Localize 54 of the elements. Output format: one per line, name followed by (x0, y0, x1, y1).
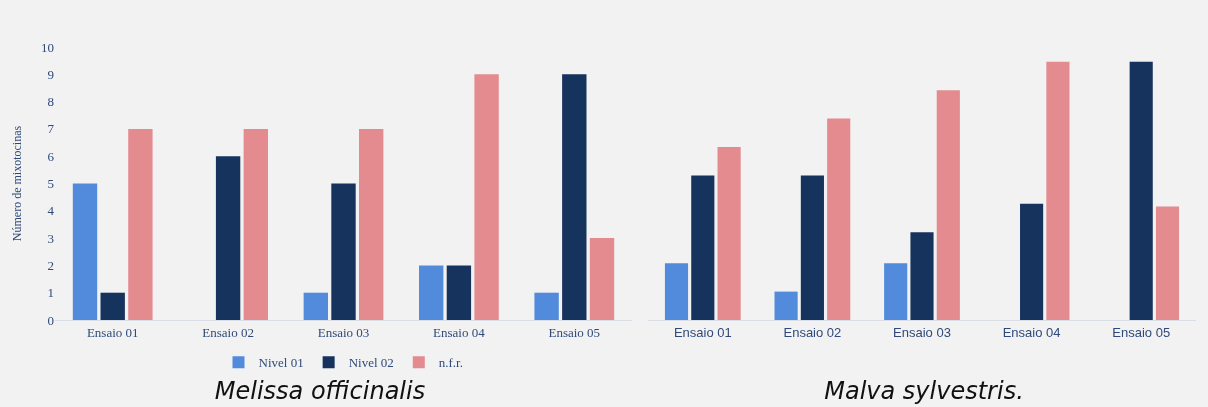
y-tick-label: 0 (47, 312, 54, 328)
y-tick-label: 4 (47, 203, 55, 219)
legend-label: n.f.r. (438, 355, 463, 371)
x-tick-label: Ensaio 04 (433, 324, 486, 340)
y-axis-title: Número de mixotocinas (10, 125, 24, 242)
x-tick-label: Ensaio 03 (893, 324, 951, 340)
bar (72, 183, 98, 320)
bar (936, 90, 960, 320)
bar (691, 175, 715, 320)
x-tick-label: Ensaio 05 (1112, 324, 1171, 340)
bar (534, 292, 559, 320)
bar (1155, 206, 1180, 320)
bar (1046, 61, 1070, 320)
x-tick-label: Ensaio 02 (783, 324, 842, 340)
bar (100, 292, 125, 320)
text: Malva sylvestris. (824, 376, 1024, 405)
bar (303, 292, 328, 320)
text: Melissa officinalis (214, 376, 426, 405)
bar (774, 291, 798, 320)
y-tick-label: 10 (41, 39, 54, 55)
bar (359, 128, 384, 320)
x-tick-label: Ensaio 05 (548, 324, 601, 340)
x-tick-label: Ensaio 01 (86, 324, 139, 340)
x-tick-label: Ensaio 02 (202, 324, 254, 340)
bar (419, 265, 444, 320)
bar (664, 263, 689, 320)
y-tick-label: 8 (47, 94, 54, 110)
bar (800, 175, 824, 320)
bar (1020, 203, 1044, 320)
bar (1129, 61, 1153, 320)
legend-label: Nivel 01 (258, 355, 304, 371)
y-tick-label: 9 (47, 66, 54, 82)
bar (446, 265, 472, 320)
legend-label: Nivel 02 (348, 355, 394, 371)
bar (128, 128, 153, 320)
bar (589, 238, 615, 320)
x-tick-label: Ensaio 04 (1002, 324, 1061, 340)
y-tick-label: 6 (47, 148, 55, 164)
bar (827, 118, 851, 320)
y-tick-label: 2 (47, 257, 54, 273)
bar (910, 232, 934, 320)
bar (474, 74, 499, 320)
bar (243, 128, 268, 320)
y-tick-label: 1 (47, 285, 54, 301)
y-tick-label: 3 (47, 230, 54, 246)
bar (884, 263, 908, 320)
x-tick-label: Ensaio 03 (317, 324, 370, 340)
bar (562, 74, 587, 320)
bar (331, 183, 356, 320)
bar (717, 147, 741, 320)
y-tick-label: 5 (47, 176, 54, 192)
bar (215, 156, 241, 320)
x-tick-label: Ensaio 01 (673, 324, 732, 340)
y-tick-label: 7 (47, 121, 55, 137)
